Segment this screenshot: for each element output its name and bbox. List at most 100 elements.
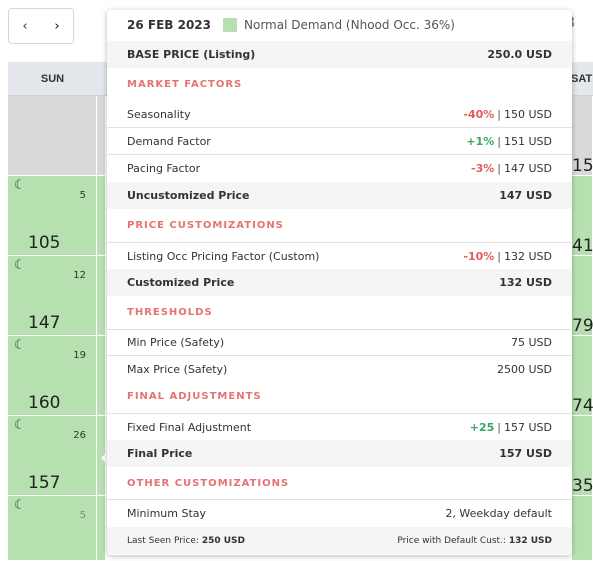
- separator: |: [497, 162, 501, 175]
- pacing-factor-label: Pacing Factor: [127, 162, 201, 175]
- cell-price: 15: [572, 156, 593, 176]
- other-customizations-heading: OTHER CUSTOMIZATIONS: [127, 478, 290, 489]
- calendar-cell[interactable]: 41: [572, 176, 593, 256]
- day-header-sat: SAT: [571, 73, 593, 85]
- cell-price: 35: [572, 476, 593, 496]
- base-price-label: BASE PRICE (Listing): [127, 48, 256, 61]
- max-price-value: 2500 USD: [497, 363, 552, 376]
- last-seen-price: Last Seen Price: 250 USD: [127, 536, 245, 546]
- seasonality-row: Seasonality -40% | 150 USD: [107, 101, 572, 128]
- cell-price: 41: [572, 236, 593, 256]
- demand-factor-pct: +1%: [466, 134, 495, 148]
- calendar-cell[interactable]: 35: [572, 416, 593, 496]
- tooltip-footer: Last Seen Price: 250 USD Price with Defa…: [107, 527, 572, 554]
- base-price-value: 250.0 USD: [487, 48, 552, 61]
- calendar-cell[interactable]: 79: [572, 256, 593, 336]
- min-price-row: Min Price (Safety) 75 USD: [107, 329, 572, 356]
- fixed-final-row: Fixed Final Adjustment +25 | 157 USD: [107, 413, 572, 440]
- calendar-cell[interactable]: [572, 496, 593, 561]
- next-month-button[interactable]: ›: [54, 18, 60, 34]
- calendar-cell[interactable]: ☾ 12 147: [8, 256, 97, 336]
- calendar-cell[interactable]: [97, 336, 106, 416]
- final-price-row: Final Price 157 USD: [107, 440, 572, 467]
- separator: |: [497, 249, 501, 263]
- month-nav: ‹ ›: [8, 8, 74, 44]
- occ-factor-row: Listing Occ Pricing Factor (Custom) -10%…: [107, 242, 572, 269]
- calendar-cell[interactable]: 74: [572, 336, 593, 416]
- cell-price: 79: [572, 316, 593, 336]
- calendar-cell[interactable]: [97, 496, 106, 561]
- moon-icon: ☾: [14, 338, 26, 353]
- cell-price: 147: [28, 313, 61, 333]
- moon-icon: ☾: [14, 498, 26, 513]
- separator: |: [497, 420, 501, 434]
- calendar-cell[interactable]: ☾ 5 105: [8, 176, 97, 256]
- uncustomized-price-label: Uncustomized Price: [127, 189, 250, 202]
- demand-factor-value: 151 USD: [504, 134, 552, 148]
- day-number: 26: [73, 430, 86, 441]
- day-number: 5: [79, 190, 86, 201]
- min-stay-row: Minimum Stay 2, Weekday default: [107, 499, 572, 526]
- customized-price-label: Customized Price: [127, 276, 235, 289]
- calendar-cell[interactable]: [8, 96, 97, 176]
- day-number: 5: [79, 510, 86, 521]
- final-adjustments-heading: FINAL ADJUSTMENTS: [127, 391, 262, 402]
- separator: |: [497, 134, 501, 148]
- occ-factor-pct: -10%: [463, 249, 495, 263]
- separator: |: [497, 107, 501, 121]
- calendar-cell[interactable]: ☾ 19 160: [8, 336, 97, 416]
- day-header-sun: SUN: [40, 73, 65, 85]
- final-price-value: 157 USD: [499, 447, 552, 460]
- price-customizations-heading: PRICE CUSTOMIZATIONS: [127, 220, 284, 231]
- seasonality-label: Seasonality: [127, 107, 191, 121]
- default-cust-price: Price with Default Cust.: 132 USD: [397, 536, 552, 546]
- moon-icon: ☾: [14, 178, 26, 193]
- max-price-row: Max Price (Safety) 2500 USD: [107, 356, 572, 383]
- min-price-value: 75 USD: [511, 336, 552, 349]
- calendar-cell[interactable]: ☾ 26 157: [8, 416, 97, 496]
- min-stay-label: Minimum Stay: [127, 506, 207, 520]
- last-seen-value: 250 USD: [201, 535, 246, 546]
- seasonality-value: 150 USD: [504, 107, 552, 121]
- cell-price: 160: [28, 393, 61, 413]
- cell-price: 105: [28, 233, 61, 253]
- pacing-factor-pct: -3%: [471, 162, 495, 175]
- default-cust-value: 132 USD: [508, 535, 552, 546]
- uncustomized-price-value: 147 USD: [499, 189, 552, 202]
- fixed-final-pct: +25: [469, 420, 495, 434]
- calendar-cell[interactable]: [97, 256, 106, 336]
- cell-price: 157: [28, 473, 61, 493]
- occ-factor-label: Listing Occ Pricing Factor (Custom): [127, 249, 320, 263]
- last-seen-label: Last Seen Price:: [127, 535, 199, 546]
- prev-month-button[interactable]: ‹: [22, 18, 28, 34]
- demand-factor-row: Demand Factor +1% | 151 USD: [107, 128, 572, 155]
- tooltip-date: 26 FEB 2023: [127, 18, 211, 32]
- base-price-row: BASE PRICE (Listing) 250.0 USD: [107, 41, 572, 68]
- thresholds-heading: THRESHOLDS: [127, 307, 213, 318]
- min-price-label: Min Price (Safety): [127, 336, 225, 349]
- demand-factor-label: Demand Factor: [127, 134, 211, 148]
- calendar-cell[interactable]: [97, 96, 106, 176]
- calendar-cell[interactable]: ☾ 5: [8, 496, 97, 561]
- max-price-label: Max Price (Safety): [127, 363, 228, 376]
- pacing-factor-row: Pacing Factor -3% | 147 USD: [107, 155, 572, 182]
- pacing-factor-value: 147 USD: [504, 162, 552, 175]
- day-number: 12: [73, 270, 86, 281]
- market-factors-heading: MARKET FACTORS: [127, 79, 243, 90]
- customized-price-row: Customized Price 132 USD: [107, 269, 572, 296]
- price-breakdown-tooltip: 26 FEB 2023 Normal Demand (Nhood Occ. 36…: [107, 10, 572, 555]
- demand-swatch: [223, 18, 237, 32]
- uncustomized-price-row: Uncustomized Price 147 USD: [107, 182, 572, 209]
- customized-price-value: 132 USD: [499, 276, 552, 289]
- fixed-final-label: Fixed Final Adjustment: [127, 420, 252, 434]
- calendar-cell[interactable]: 15: [572, 96, 593, 176]
- demand-legend: Normal Demand (Nhood Occ. 36%): [244, 18, 455, 32]
- moon-icon: ☾: [14, 418, 26, 433]
- cell-price: 74: [572, 396, 593, 416]
- day-number: 19: [73, 350, 86, 361]
- min-stay-value: 2, Weekday default: [445, 506, 552, 520]
- seasonality-pct: -40%: [463, 107, 495, 121]
- final-price-label: Final Price: [127, 447, 193, 460]
- moon-icon: ☾: [14, 258, 26, 273]
- calendar-cell[interactable]: [97, 176, 106, 256]
